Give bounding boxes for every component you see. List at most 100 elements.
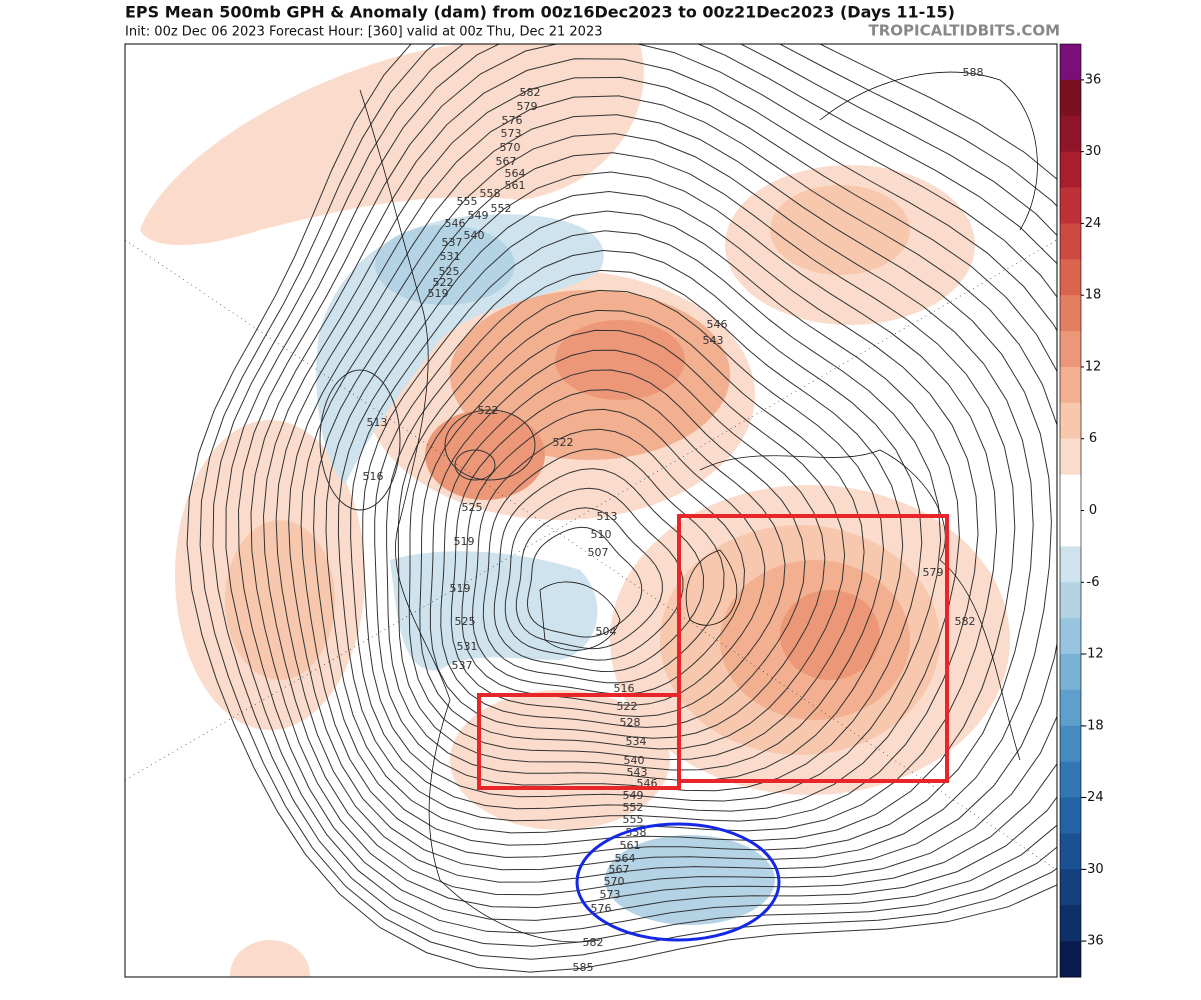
colorbar-band (1060, 44, 1081, 81)
contour-label: 579 (923, 566, 944, 579)
colorbar-tick-label: 0 (1089, 503, 1097, 518)
contour-label: 528 (620, 716, 641, 729)
contour-line (444, 409, 536, 481)
contour-line (225, 44, 1057, 934)
contour-label: 570 (500, 141, 521, 154)
highlight-ellipse (575, 822, 781, 942)
contour-label: 567 (609, 863, 630, 876)
coastlines (359, 71, 1038, 943)
contour-line (408, 309, 865, 761)
contour-label: 540 (624, 754, 645, 767)
contour-label: 540 (464, 229, 485, 242)
contour-label: 537 (442, 236, 463, 249)
contour-label: 531 (440, 250, 461, 263)
colorbar-band (1060, 761, 1081, 799)
map-frame (124, 43, 1058, 978)
colorbar-band (1060, 797, 1081, 834)
contour-label: 513 (367, 416, 388, 429)
contour-line (454, 449, 496, 481)
colorbar-band (1060, 654, 1081, 691)
contour-line (186, 44, 1057, 973)
warm-anomaly (140, 44, 644, 245)
anomaly-shading (140, 44, 1010, 977)
colorbar-band (1060, 187, 1081, 224)
warm-anomaly (425, 410, 545, 500)
contour-label: 525 (439, 265, 460, 278)
colorbar-band (1060, 402, 1081, 440)
contour-line (504, 487, 684, 661)
contour-label: 543 (627, 766, 648, 779)
contour-label: 546 (445, 217, 466, 230)
colorbar-tick-label: 6 (1089, 431, 1097, 446)
contour-label: 561 (620, 839, 641, 852)
contour-label: 558 (480, 187, 501, 200)
contour-label: 516 (614, 682, 635, 695)
colorbar-tick-label: 30 (1085, 144, 1102, 159)
contour-label: 507 (588, 546, 609, 559)
contour-line (461, 408, 766, 706)
contour-label: 582 (520, 86, 541, 99)
colorbar-tick-label: -30 (1082, 862, 1103, 877)
colorbar-band (1060, 223, 1081, 260)
contour-label: 519 (428, 287, 449, 300)
colorbar-band (1060, 438, 1081, 476)
contour-line (300, 133, 1034, 858)
colorbar-band (1060, 79, 1081, 117)
contour-line (319, 369, 401, 511)
colorbar-band (1060, 725, 1081, 763)
colorbar-band (1060, 546, 1081, 583)
brand: TROPICALTIDBITS.COM (869, 22, 1061, 40)
contour-line (212, 44, 1057, 947)
contour-line (515, 507, 663, 650)
colorbar-tick-label: -12 (1082, 647, 1103, 662)
contour-label: 522 (478, 404, 499, 417)
colorbar-band (1060, 510, 1081, 547)
contour-label: 516 (363, 470, 384, 483)
contour-label: 561 (505, 179, 526, 192)
contour-line (386, 269, 904, 781)
contour-label: 531 (457, 640, 478, 653)
contour-label: 513 (597, 510, 618, 523)
contour-label: 522 (617, 700, 638, 713)
warm-anomaly (230, 940, 310, 977)
highlight-box (477, 693, 681, 790)
contour-line (429, 349, 826, 739)
contour-line (275, 95, 1057, 883)
colorbar-band (1060, 582, 1081, 619)
colorbar-band (1060, 833, 1081, 870)
warm-anomaly (555, 320, 685, 400)
cold-anomaly (375, 225, 515, 305)
contour-label: 567 (496, 155, 517, 168)
contour-label: 582 (955, 615, 976, 628)
contour-label: 552 (491, 202, 512, 215)
contour-label: 537 (452, 659, 473, 672)
contour-line (440, 369, 806, 728)
colorbar-tick-label: -6 (1087, 575, 1100, 590)
subtitle: Init: 00z Dec 06 2023 Forecast Hour: [36… (125, 25, 603, 40)
colorbar-tick-label: -24 (1082, 790, 1103, 805)
colorbar-band (1060, 259, 1081, 296)
contour-label: 576 (591, 902, 612, 915)
colorbar-band (1060, 869, 1081, 906)
title: EPS Mean 500mb GPH & Anomaly (dam) from … (125, 3, 955, 22)
contour-label: 522 (433, 276, 454, 289)
colorbar-band (1060, 115, 1081, 153)
contour-label: 585 (573, 961, 594, 974)
contour-label: 564 (615, 852, 636, 865)
contour-line (362, 230, 942, 802)
contour-label: 546 (707, 318, 728, 331)
contour-line (325, 171, 998, 834)
contour-label: 510 (591, 528, 612, 541)
contour-label: 573 (501, 127, 522, 140)
colorbar: 36 30 24 18 12 6 0 -6 -12 -18 -24 -30 -36 (1059, 43, 1104, 978)
contour-line (313, 152, 1016, 846)
colorbar-band (1060, 941, 1081, 978)
colorbar-tick-label: -18 (1082, 718, 1103, 733)
height-contours (186, 44, 1057, 973)
warm-anomaly (225, 520, 335, 680)
contour-label: 576 (502, 114, 523, 127)
colorbar-tick-label: 24 (1085, 216, 1102, 231)
colorbar-band (1060, 295, 1081, 332)
colorbar-tick-label: 36 (1085, 72, 1102, 87)
contour-label: 573 (600, 888, 621, 901)
